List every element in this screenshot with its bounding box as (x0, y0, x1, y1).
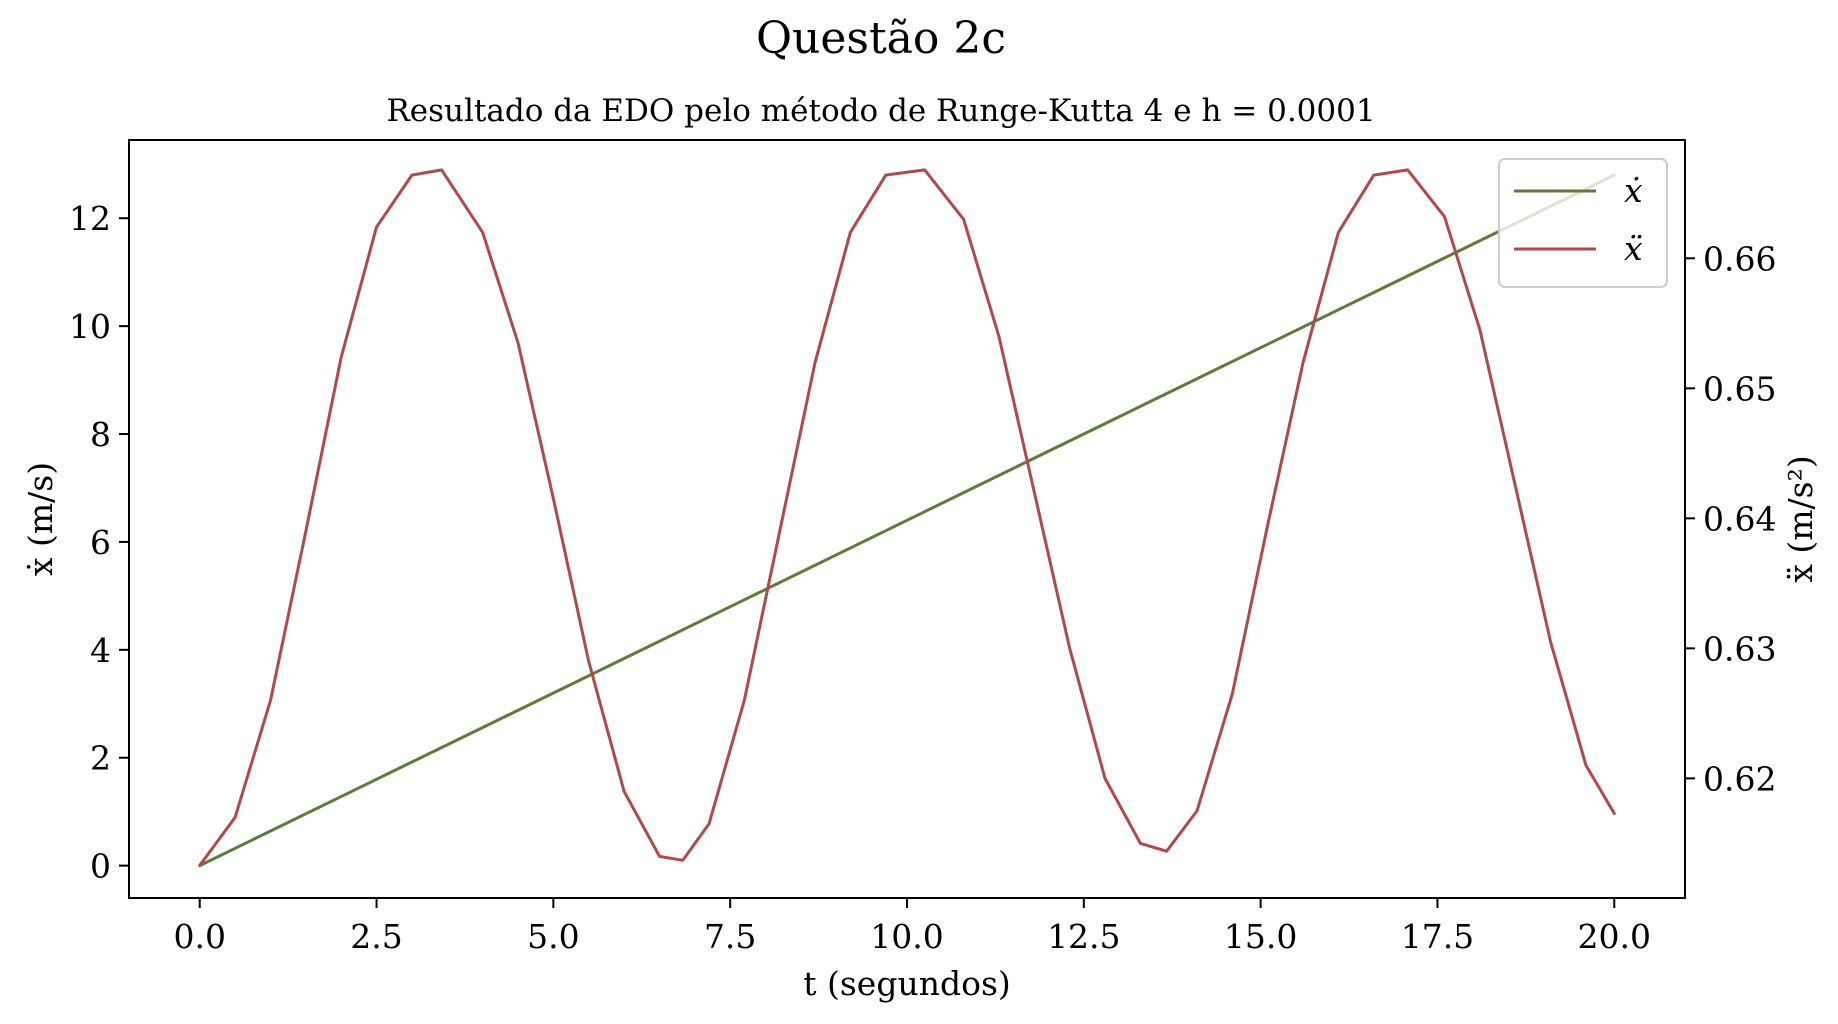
x-tick-label: 5.0 (527, 917, 579, 956)
chart-subtitle: Resultado da EDO pelo método de Runge-Ku… (386, 93, 1375, 129)
y-right-tick-label: 0.66 (1703, 239, 1776, 278)
x-axis-label: t (segundos) (803, 964, 1011, 1003)
y-left-tick-label: 10 (69, 307, 111, 346)
y-right-tick-label: 0.65 (1703, 369, 1776, 408)
y-right-tick-label: 0.64 (1703, 499, 1776, 538)
y-left-tick-label: 0 (90, 847, 111, 886)
y-axis-left-label: ẋ (m/s) (21, 462, 60, 576)
x-tick-label: 15.0 (1224, 917, 1297, 956)
x-tick-label: 2.5 (350, 917, 402, 956)
y-axis-right-label: ẍ (m/s²) (1781, 455, 1820, 582)
y-right-tick-label: 0.62 (1703, 759, 1776, 798)
x-tick-label: 0.0 (173, 917, 225, 956)
legend-label-1: ẋ (1624, 171, 1643, 210)
x-tick-label: 7.5 (704, 917, 756, 956)
x-tick-label: 17.5 (1401, 917, 1474, 956)
y-left-tick-label: 8 (90, 415, 111, 454)
series-line-1 (198, 173, 1616, 868)
y-left-tick-label: 2 (90, 739, 111, 778)
y-axis-right: 0.62 0.63 0.64 0.65 0.66 (1685, 239, 1776, 798)
y-left-tick-label: 6 (90, 523, 111, 562)
chart-title: Questão 2c (756, 13, 1006, 64)
y-left-tick-label: 12 (69, 199, 111, 238)
x-tick-label: 10.0 (870, 917, 943, 956)
y-axis-left: 0 2 4 6 8 10 12 (69, 199, 129, 886)
x-axis: 0.0 2.5 5.0 7.5 10.0 12.5 15.0 17.5 20.0 (173, 898, 1651, 956)
x-tick-label: 12.5 (1047, 917, 1120, 956)
x-tick-label: 20.0 (1578, 917, 1651, 956)
y-left-tick-label: 4 (90, 631, 111, 670)
legend: ẋẍ (1498, 158, 1668, 288)
series-line-2 (198, 168, 1616, 867)
y-right-tick-label: 0.63 (1703, 629, 1776, 668)
series-layer (198, 168, 1616, 868)
legend-label-2: ẍ (1624, 229, 1643, 268)
